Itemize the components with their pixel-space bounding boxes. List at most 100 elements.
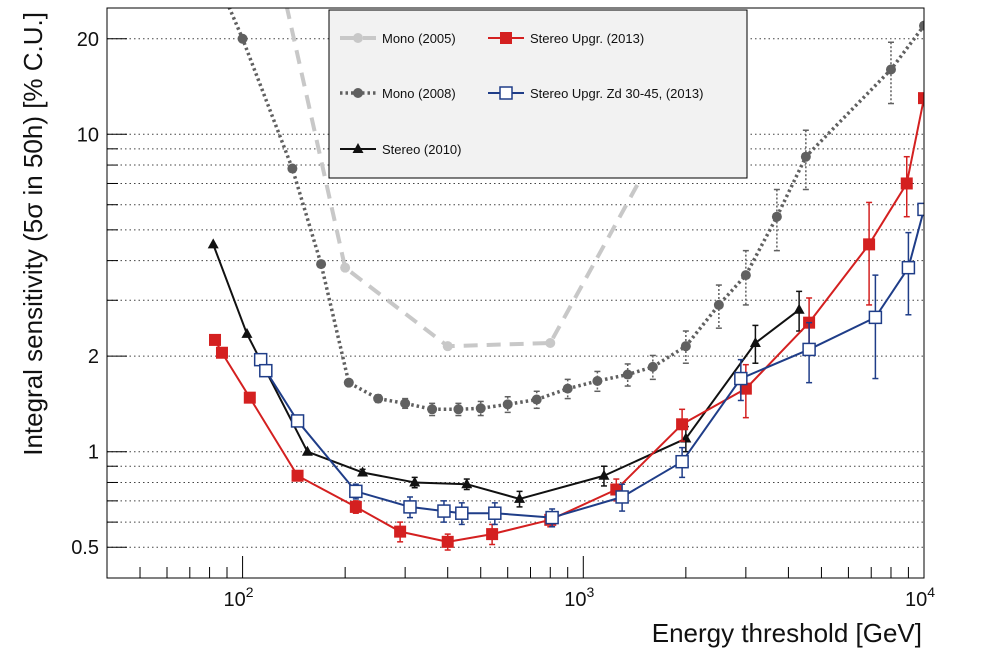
data-point [441, 535, 454, 548]
data-point [243, 391, 256, 404]
legend-item-2: Stereo (2010) [340, 142, 462, 157]
data-point [647, 361, 658, 372]
legend-item-3: Stereo Upgr. (2013) [488, 31, 644, 46]
data-point [403, 500, 417, 514]
y-tick-label: 0.5 [71, 537, 99, 559]
series-4 [253, 202, 924, 528]
y-tick-label: 10 [77, 124, 99, 146]
y-tick-label: 1 [88, 442, 99, 464]
data-point [771, 211, 782, 222]
data-point [514, 492, 526, 503]
data-point [800, 151, 811, 162]
data-point [349, 484, 363, 499]
data-point [592, 376, 603, 387]
data-point [442, 341, 453, 352]
data-point [740, 270, 751, 281]
data-point [680, 432, 692, 443]
data-point [394, 525, 407, 538]
y-tick-label: 2 [88, 346, 99, 368]
data-point [622, 369, 633, 380]
y-tick-label: 20 [77, 29, 99, 51]
data-point [802, 342, 816, 357]
data-point [287, 163, 298, 174]
data-point [291, 469, 304, 482]
legend-label: Mono (2008) [382, 86, 456, 101]
data-point [409, 476, 421, 487]
data-point [427, 404, 438, 415]
data-point [488, 506, 502, 520]
data-point [353, 88, 363, 98]
plot-frame [106, 7, 925, 579]
data-point [502, 399, 513, 410]
data-point [475, 403, 486, 414]
data-point [531, 394, 542, 405]
x-tick-label: 104 [905, 584, 935, 611]
legend-label: Stereo Upgr. (2013) [530, 31, 644, 46]
series-2 [207, 238, 805, 508]
x-axis-title: Energy threshold [GeV] [652, 618, 922, 648]
data-point [340, 262, 351, 273]
data-point [237, 33, 248, 44]
legend-label: Mono (2005) [382, 31, 456, 46]
data-point [453, 404, 464, 415]
data-point [562, 383, 573, 394]
data-point [253, 352, 268, 367]
data-point [207, 238, 219, 249]
data-point [215, 346, 228, 359]
data-point [734, 371, 748, 386]
data-point [499, 86, 513, 100]
data-point [917, 202, 924, 217]
legend: Mono (2005) Mono (2008) Stereo (2010) Stere… [328, 9, 748, 179]
data-point [353, 33, 363, 43]
data-point [713, 299, 724, 310]
data-point [793, 303, 805, 314]
data-point [868, 310, 883, 325]
data-point [863, 238, 876, 251]
legend-label: Stereo (2010) [382, 142, 462, 157]
data-point [615, 490, 629, 504]
series-layer [207, 8, 924, 551]
data-point [290, 414, 305, 428]
data-point [461, 478, 473, 489]
data-point [900, 177, 913, 190]
legend-box [328, 9, 748, 179]
data-point [598, 469, 610, 480]
data-point [373, 393, 384, 404]
data-point [500, 32, 512, 44]
data-point [352, 143, 364, 153]
series-line [259, 209, 924, 519]
series-line [214, 97, 924, 543]
series-1 [227, 8, 924, 417]
tick-labels: 0.5 1 2 10 20 102 103 104 [71, 29, 935, 611]
data-point [437, 504, 451, 518]
data-point [545, 338, 556, 349]
data-point [739, 382, 752, 395]
data-point [919, 20, 924, 31]
data-point [918, 92, 924, 105]
data-point [241, 327, 253, 338]
data-point [400, 398, 411, 409]
y-axis-title: Integral sensitivity (5σ in 50h) [% C.U.… [18, 12, 48, 456]
data-point [901, 260, 916, 275]
data-point [349, 500, 362, 513]
data-point [357, 466, 369, 477]
data-point [316, 259, 327, 270]
data-point [545, 510, 559, 525]
data-point [209, 333, 222, 346]
data-point [301, 445, 313, 456]
data-point [885, 64, 896, 75]
legend-item-1: Mono (2008) [340, 86, 456, 101]
data-point [343, 377, 354, 388]
legend-item-4: Stereo Upgr. Zd 30-45, (2013) [488, 86, 703, 101]
data-point [675, 454, 689, 469]
legend-label: Stereo Upgr. Zd 30-45, (2013) [530, 86, 703, 101]
legend-item-0: Mono (2005) [340, 31, 456, 46]
data-point [486, 528, 499, 541]
x-tick-label: 103 [564, 584, 594, 611]
data-point [676, 418, 689, 431]
data-point [259, 363, 273, 378]
axis-ticks [106, 38, 925, 579]
data-point [455, 506, 469, 520]
data-point [680, 341, 691, 352]
